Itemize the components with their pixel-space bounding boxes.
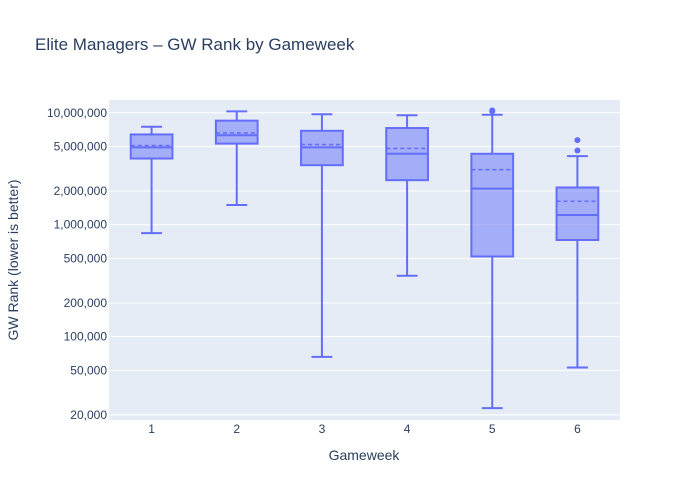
x-tick-label: 5: [489, 422, 496, 436]
x-tick-label: 2: [233, 422, 240, 436]
y-tick-label: 50,000: [70, 363, 107, 377]
y-tick-label: 5,000,000: [54, 139, 108, 153]
outlier-point: [489, 107, 496, 114]
y-tick-label: 20,000: [70, 408, 107, 422]
box-gw-4[interactable]: [385, 114, 429, 277]
box-gw-3[interactable]: [300, 113, 344, 358]
box-gw-1[interactable]: [129, 125, 174, 235]
box-gw-6[interactable]: [555, 137, 600, 369]
gridlines: [109, 112, 620, 416]
outlier-point: [574, 147, 581, 154]
y-tick-label: 1,000,000: [54, 218, 108, 232]
y-axis-title: GW Rank (lower is better): [5, 179, 21, 340]
y-tick-label: 100,000: [64, 330, 108, 344]
outlier-point: [574, 137, 581, 144]
x-tick-label: 6: [574, 422, 581, 436]
x-tick-label: 1: [148, 422, 155, 436]
x-axis-title: Gameweek: [329, 447, 401, 463]
interquartile-box: [214, 119, 259, 145]
x-tick-label: 4: [404, 422, 411, 436]
y-tick-label: 10,000,000: [47, 106, 107, 120]
boxes: [129, 107, 600, 410]
y-tick-label: 500,000: [64, 251, 108, 265]
chart-title: Elite Managers – GW Rank by Gameweek: [35, 35, 355, 54]
y-tick-label: 2,000,000: [54, 184, 108, 198]
interquartile-box: [470, 152, 515, 258]
interquartile-box: [555, 186, 600, 241]
y-axis-ticks: 20,000 50,000 100,000 200,000 500,000 1,000,0…: [47, 106, 107, 422]
y-tick-label: 200,000: [64, 296, 108, 310]
x-tick-label: 3: [319, 422, 326, 436]
box-gw-2[interactable]: [214, 110, 259, 206]
box-gw-5[interactable]: [470, 107, 515, 410]
x-axis-ticks: 1 2 3 4 5 6: [148, 422, 581, 436]
plot-area: [109, 100, 620, 420]
